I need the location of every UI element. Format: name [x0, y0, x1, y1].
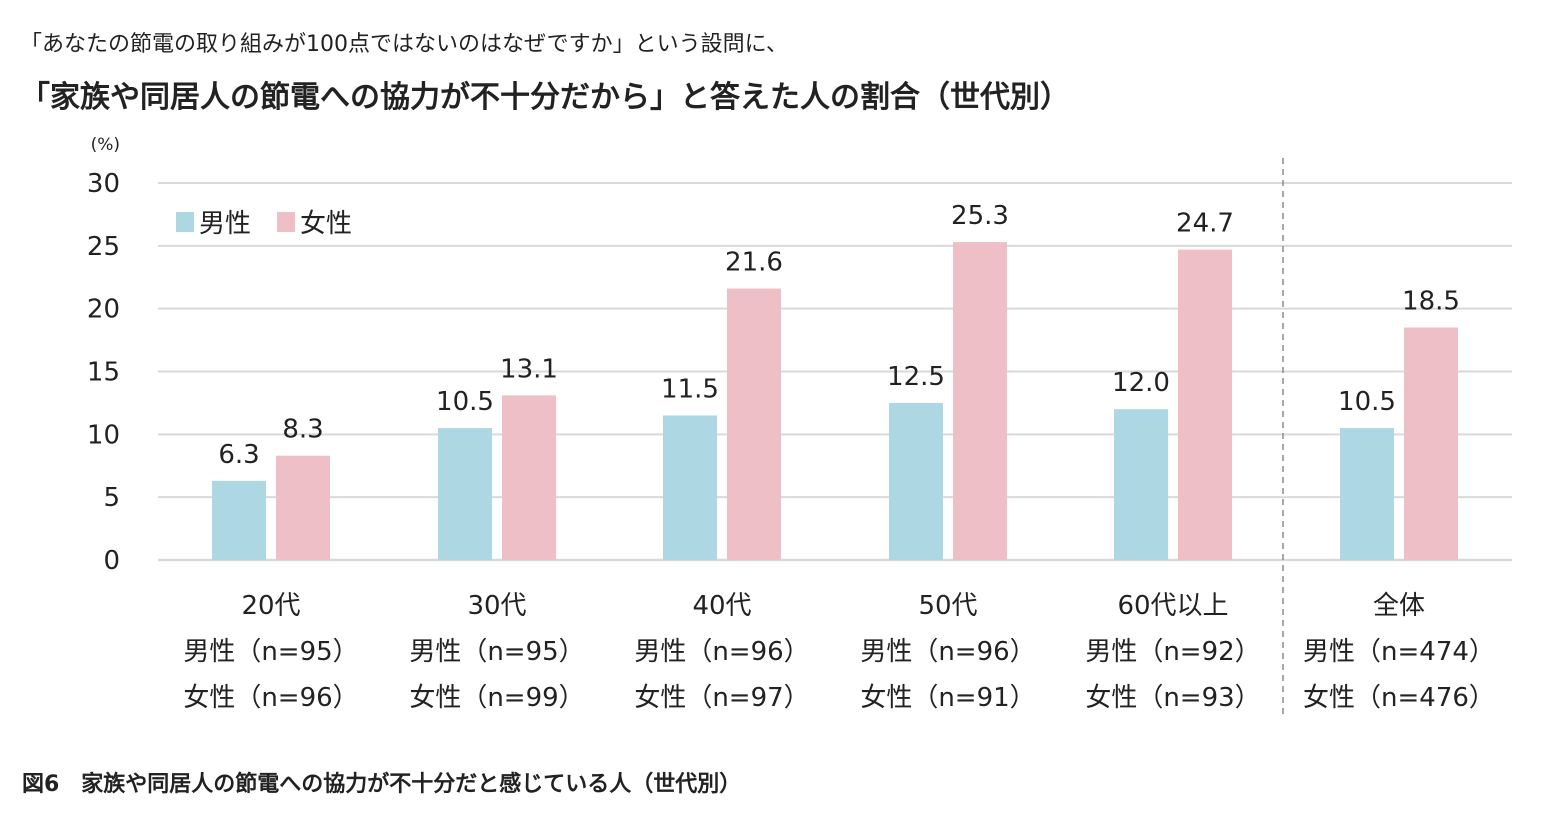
category-label: 40代 [692, 591, 751, 621]
bar-female [502, 395, 556, 560]
y-tick-label: 5 [103, 483, 120, 513]
data-label-male: 12.0 [1112, 368, 1170, 398]
bar-female [1404, 327, 1458, 560]
data-label-female: 18.5 [1402, 287, 1460, 317]
data-label-female: 13.1 [500, 354, 558, 384]
data-label-female: 25.3 [951, 201, 1009, 231]
category-label: 全体 [1373, 591, 1425, 621]
y-tick-label: 10 [87, 420, 120, 450]
figure-caption: 図6 家族や同居人の節電への協力が不十分だと感じている人（世代別） [22, 772, 742, 797]
category-label: 30代 [467, 591, 526, 621]
sample-size-female: 女性（n=97） [634, 683, 809, 713]
sample-size-male: 男性（n=92） [1085, 637, 1260, 667]
y-tick-label: 0 [103, 546, 120, 576]
category-label: 20代 [241, 591, 300, 621]
sample-size-male: 男性（n=474） [1303, 637, 1495, 667]
y-tick-label: 25 [87, 232, 120, 262]
category-label: 60代以上 [1117, 591, 1228, 621]
sample-size-female: 女性（n=476） [1303, 683, 1495, 713]
bar-male [889, 402, 943, 560]
bar-female [727, 288, 781, 560]
y-axis-unit: (%) [91, 135, 120, 155]
bar-female [953, 242, 1007, 560]
legend-swatch-male [176, 212, 194, 232]
category-label: 50代 [918, 591, 977, 621]
bar-male [438, 428, 492, 560]
data-label-male: 10.5 [436, 387, 494, 417]
sample-size-male: 男性（n=96） [634, 637, 809, 667]
sample-size-female: 女性（n=96） [183, 683, 358, 713]
sample-size-female: 女性（n=99） [409, 683, 584, 713]
y-tick-label: 15 [87, 358, 120, 388]
sample-size-male: 男性（n=96） [860, 637, 1035, 667]
legend-label-male: 男性 [199, 209, 251, 239]
bar-male [212, 480, 266, 560]
data-label-male: 11.5 [661, 374, 719, 404]
data-label-female: 21.6 [725, 248, 783, 278]
sample-size-female: 女性（n=91） [860, 683, 1035, 713]
y-tick-label: 20 [87, 295, 120, 325]
sample-size-male: 男性（n=95） [183, 637, 358, 667]
bar-male [1340, 428, 1394, 560]
y-tick-label: 30 [87, 169, 120, 199]
legend-label-female: 女性 [300, 209, 352, 239]
chart-subtitle: 「あなたの節電の取り組みが100点ではないのはなぜですか」という設問に、 [20, 32, 788, 57]
chart-title: 「家族や同居人の節電への協力が不十分だから」と答えた人の割合（世代別） [20, 80, 1070, 115]
data-label-male: 12.5 [887, 362, 945, 392]
sample-size-male: 男性（n=95） [409, 637, 584, 667]
bar-male [663, 415, 717, 560]
data-label-male: 6.3 [218, 440, 259, 470]
bar-female [276, 455, 330, 560]
bar-male [1114, 409, 1168, 560]
data-label-male: 10.5 [1338, 387, 1396, 417]
sample-size-female: 女性（n=93） [1085, 683, 1260, 713]
data-label-female: 8.3 [282, 415, 323, 445]
bar-female [1178, 249, 1232, 560]
data-label-female: 24.7 [1176, 209, 1234, 239]
legend-swatch-female [277, 212, 295, 232]
